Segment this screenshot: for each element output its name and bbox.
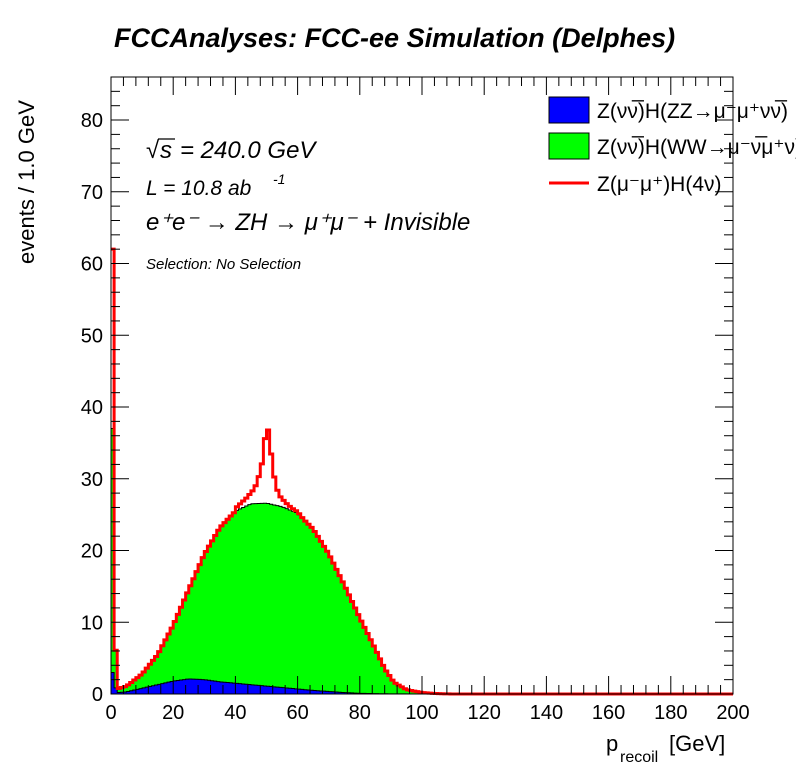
annotation-process: e⁺e⁻ → ZH → μ⁺μ⁻ + Invisible (146, 209, 470, 236)
legend-label: Z(νν̅)H(ZZ→μ⁻μ⁺νν̅) (597, 100, 788, 123)
legend-swatch (548, 132, 590, 160)
annotation-sqrt-s: √ s = 240.0 GeV (146, 137, 317, 164)
legend: Z(νν̅)H(ZZ→μ⁻μ⁺νν̅) Z(νν̅)H(WW→μ⁻ν̅μ⁺ν) Z(… (548, 96, 796, 196)
x-tick-label: 200 (716, 702, 749, 724)
x-tick-label: 60 (286, 702, 308, 724)
y-tick-label: 0 (92, 684, 103, 706)
sqrt-symbol: √ (146, 137, 160, 164)
y-tick-label: 50 (81, 325, 103, 347)
sqrt-s-value: = 240.0 GeV (180, 137, 317, 164)
x-tick-label: 140 (530, 702, 563, 724)
x-tick-label: 0 (105, 702, 116, 724)
x-tick-label: 160 (592, 702, 625, 724)
y-tick-label: 20 (81, 541, 103, 563)
x-tick-label: 100 (405, 702, 438, 724)
annotation-selection: Selection: No Selection (146, 256, 301, 273)
x-tick-label: 20 (162, 702, 184, 724)
x-axis-title-unit: [GeV] (669, 731, 725, 756)
legend-label: Z(μ⁻μ⁺)H(4ν) (597, 173, 722, 196)
y-tick-label: 40 (81, 397, 103, 419)
legend-label: Z(νν̅)H(WW→μ⁻ν̅μ⁺ν) (597, 136, 796, 159)
chart-title: FCCAnalyses: FCC-ee Simulation (Delphes) (114, 23, 675, 53)
sqrt-s-letter: s (160, 137, 172, 164)
x-tick-label: 180 (654, 702, 687, 724)
x-tick-label: 120 (468, 702, 501, 724)
legend-swatch (548, 96, 590, 124)
y-tick-label: 30 (81, 469, 103, 491)
y-axis-title: events / 1.0 GeV (14, 100, 39, 264)
y-tick-label: 70 (81, 182, 103, 204)
annotation-lumi: L = 10.8 ab -1 (146, 171, 285, 200)
lumi-text: L = 10.8 ab (146, 177, 252, 200)
lumi-exponent: -1 (273, 171, 285, 187)
x-tick-label: 80 (349, 702, 371, 724)
x-axis-title: p recoil [GeV] (606, 731, 725, 766)
x-tick-label: 40 (224, 702, 246, 724)
axis-layer: 0 20 40 60 80 100 120 140 160 180 200 0 10 20 30 40 50 60… (81, 76, 750, 724)
y-tick-label: 60 (81, 254, 103, 276)
x-axis-title-sub: recoil (620, 749, 658, 766)
x-axis-title-main: p (606, 731, 618, 756)
y-tick-label: 80 (81, 110, 103, 132)
y-tick-label: 10 (81, 612, 103, 634)
